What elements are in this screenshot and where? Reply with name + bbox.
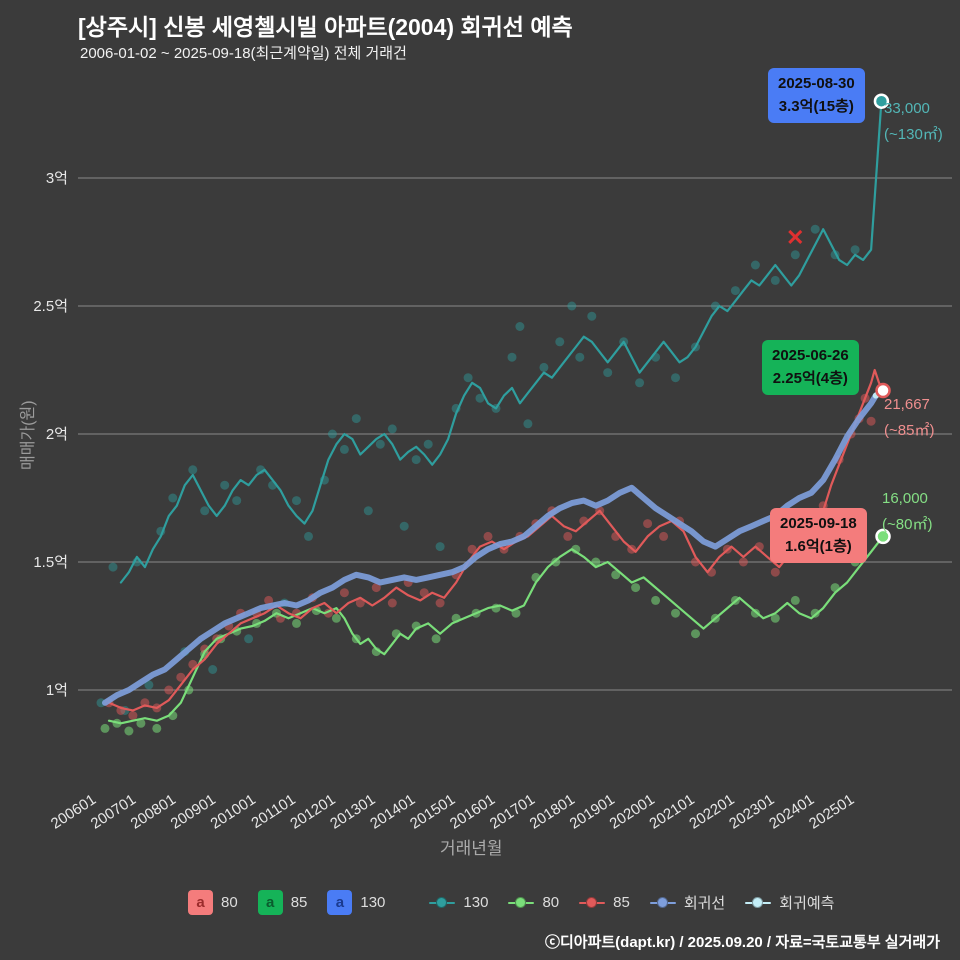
svg-text:200701: 200701 [88, 791, 139, 833]
svg-text:200901: 200901 [168, 791, 219, 833]
svg-text:202001: 202001 [607, 791, 658, 833]
legend-label: 130 [360, 894, 386, 911]
legend-label: 회귀예측 [779, 895, 835, 912]
svg-text:201001: 201001 [208, 791, 259, 833]
line-marker-icon [579, 896, 606, 909]
legend-line-regression[interactable]: 회귀선 [649, 892, 726, 913]
legend-label: 85 [613, 894, 630, 911]
patch-swatch-icon: a [257, 890, 283, 915]
line-marker-icon [745, 896, 772, 909]
svg-text:3억: 3억 [46, 170, 68, 187]
callout-latest-85: 2025-06-26 2.25억(4층) [762, 340, 859, 395]
legend-patch-85[interactable]: a 85 [257, 890, 308, 915]
patch-swatch-icon: a [188, 890, 213, 915]
svg-text:1억: 1억 [46, 682, 68, 699]
callout-latest-80: 2025-09-18 1.6억(1층) [770, 508, 867, 563]
svg-text:201401: 201401 [367, 791, 418, 833]
callout-date: 2025-08-30 [778, 75, 855, 92]
callout-price: 3.3억(15층) [778, 97, 854, 115]
legend: a 80 a 85 a 130 130 80 [188, 890, 834, 915]
credit-text: ⓒ디아파트(dapt.kr) / 2025.09.20 / 자료=국토교통부 실… [544, 934, 940, 951]
svg-text:200801: 200801 [128, 791, 179, 833]
svg-text:201701: 201701 [487, 791, 538, 833]
legend-label: 130 [463, 894, 489, 911]
svg-text:201901: 201901 [567, 791, 618, 833]
svg-text:202501: 202501 [806, 791, 857, 833]
y-axis-label: 매매가(원) [20, 400, 37, 470]
svg-text:200601: 200601 [48, 791, 99, 833]
line-marker-icon [429, 896, 456, 909]
legend-label: 80 [542, 894, 560, 911]
callout-date: 2025-06-26 [772, 347, 849, 364]
value-label-85: 21,667 (~85㎡) [884, 392, 934, 445]
svg-text:201501: 201501 [407, 791, 458, 833]
svg-text:2.5억: 2.5억 [33, 298, 68, 315]
value-label-80: 16,000 (~80㎡) [882, 486, 932, 539]
svg-text:201201: 201201 [287, 791, 338, 833]
svg-text:202201: 202201 [686, 791, 737, 833]
value-label-130: 33,000 (~130㎡) [884, 96, 943, 149]
value-area: (~80㎡) [882, 516, 933, 534]
callout-latest-130: 2025-08-30 3.3억(15층) [768, 68, 865, 123]
svg-text:2억: 2억 [46, 426, 68, 443]
legend-label: 회귀선 [683, 895, 726, 912]
line-marker-icon [508, 896, 535, 909]
callout-price: 2.25억(4층) [772, 369, 848, 387]
svg-text:202301: 202301 [726, 791, 777, 833]
legend-patch-80[interactable]: a 80 [188, 890, 238, 915]
svg-text:1.5억: 1.5억 [33, 554, 68, 571]
legend-label: 85 [290, 894, 308, 911]
value-amount: 33,000 [884, 100, 930, 117]
line-marker-icon [649, 896, 676, 909]
value-area: (~85㎡) [884, 422, 935, 440]
svg-text:202101: 202101 [646, 791, 697, 833]
legend-line-forecast[interactable]: 회귀예측 [745, 892, 834, 913]
legend-line-130[interactable]: 130 [429, 894, 488, 911]
svg-text:201601: 201601 [447, 791, 498, 833]
legend-line-80[interactable]: 80 [508, 894, 559, 911]
value-amount: 21,667 [884, 396, 930, 413]
chart-title: [상주시] 신봉 세영첼시빌 아파트(2004) 회귀선 예측 [78, 14, 573, 40]
svg-text:201301: 201301 [327, 791, 378, 833]
value-area: (~130㎡) [884, 126, 943, 144]
callout-date: 2025-09-18 [780, 515, 857, 532]
legend-line-85[interactable]: 85 [579, 894, 630, 911]
legend-patch-130[interactable]: a 130 [327, 890, 385, 915]
callout-price: 1.6억(1층) [784, 537, 852, 555]
value-amount: 16,000 [882, 490, 928, 507]
patch-swatch-icon: a [327, 890, 353, 915]
chart-subtitle: 2006-01-02 ~ 2025-09-18(최근계약일) 전체 거래건 [80, 45, 407, 62]
legend-label: 80 [221, 894, 238, 911]
svg-text:202401: 202401 [766, 791, 817, 833]
x-axis-label: 거래년월 [440, 839, 503, 858]
svg-text:201801: 201801 [527, 791, 578, 833]
